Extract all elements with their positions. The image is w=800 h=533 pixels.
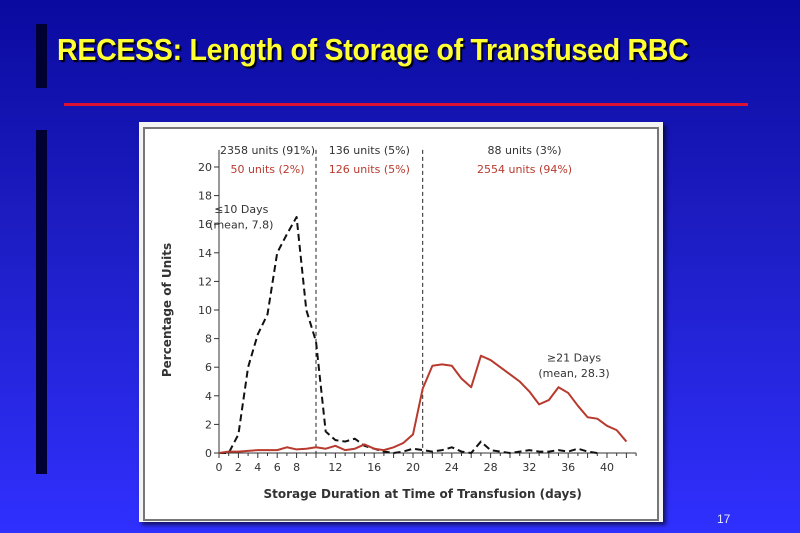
x-tick-label: 36 [561,461,575,474]
x-axis-label: Storage Duration at Time of Transfusion … [263,487,581,501]
x-tick-label: 32 [522,461,536,474]
x-tick-label: 20 [406,461,420,474]
x-tick-label: 40 [600,461,614,474]
region-label-black: 88 units (3%) [488,144,562,157]
x-tick-label: 6 [274,461,281,474]
x-tick-label: 16 [367,461,381,474]
region-label-red: 2554 units (94%) [477,163,572,176]
y-tick-label: 10 [198,304,212,317]
region-label-red: 126 units (5%) [329,163,410,176]
annotation-label: ≥21 Days [547,351,601,364]
page-number: 17 [717,512,731,526]
y-axis-label: Percentage of Units [160,243,174,377]
y-tick-label: 2 [205,418,212,431]
y-tick-label: 18 [198,190,212,203]
x-tick-label: 8 [293,461,300,474]
x-tick-label: 12 [328,461,342,474]
y-tick-label: 0 [205,447,212,460]
chart-panel: 0 2 4 6 8 10 12 14 16 18 20 0 2 4 6 8 12 16 20 24 28 32 36 40 St… [143,127,659,521]
y-tick-label: 4 [205,390,212,403]
x-tick-label: 0 [216,461,223,474]
chart-figure: 0 2 4 6 8 10 12 14 16 18 20 0 2 4 6 8 12 16 20 24 28 32 36 40 St… [139,122,663,522]
y-tick-label: 14 [198,247,212,260]
y-tick-label: 20 [198,161,212,174]
region-label-red: 50 units (2%) [230,163,304,176]
y-tick-label: 6 [205,361,212,374]
title-divider [64,103,748,106]
x-tick-label: 2 [235,461,242,474]
annotation-label: ≤10 Days [214,203,268,216]
region-label-black: 136 units (5%) [329,144,410,157]
slide-title: RECESS: Length of Storage of Transfused … [57,32,689,67]
annotation-sublabel: (mean, 7.8) [209,218,273,231]
x-tick-label: 24 [445,461,459,474]
y-tick-label: 12 [198,275,212,288]
title-accent-bar [36,24,47,88]
side-accent-bar [36,130,47,474]
series-line-10-days [219,216,598,454]
x-tick-label: 4 [254,461,261,474]
series-line-21-days [218,354,628,454]
annotation-sublabel: (mean, 28.3) [538,367,609,380]
region-label-black: 2358 units (91%) [220,144,315,157]
y-tick-label: 16 [198,218,212,231]
x-tick-label: 28 [484,461,498,474]
y-tick-label: 8 [205,333,212,346]
